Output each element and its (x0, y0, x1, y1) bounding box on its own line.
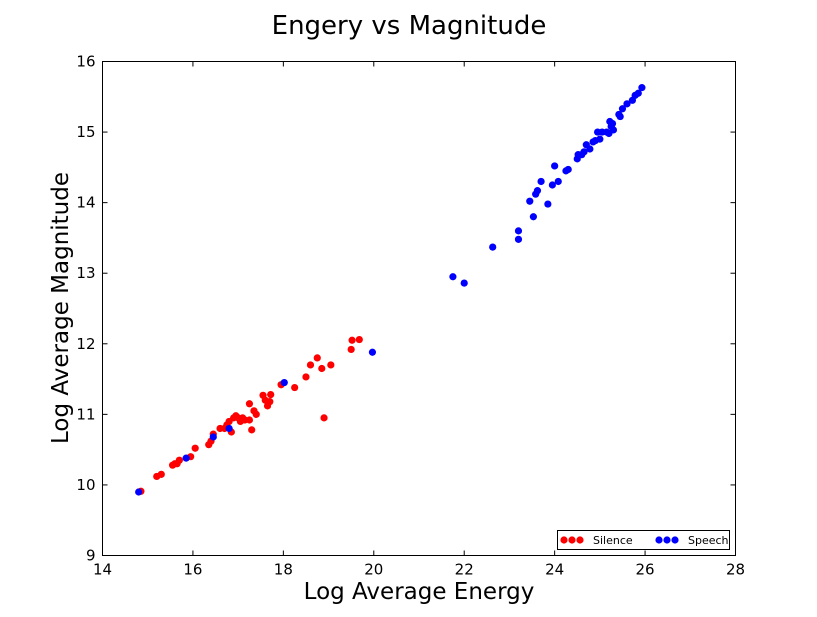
data-point-silence (302, 373, 310, 381)
data-point-silence (248, 426, 256, 434)
data-point-silence (191, 444, 199, 452)
y-tick-label: 14 (76, 194, 95, 212)
plot-area-frame (102, 61, 736, 556)
data-point-speech (280, 379, 288, 387)
data-point-speech (618, 105, 627, 113)
legend-item-silence: Silence (560, 534, 633, 547)
data-point-silence (355, 335, 363, 344)
axis-ticks-layer: 14 16 18 20 22 24 26 28 9 10 11 12 13 14 15 16 (76, 53, 745, 579)
data-point-silence (245, 416, 254, 424)
data-point-speech (514, 227, 523, 235)
data-point-silence (266, 398, 274, 406)
legend-marker (663, 536, 671, 544)
x-axis-title: Log Average Energy (304, 579, 535, 605)
y-tick-label: 15 (76, 123, 95, 141)
data-point-silence (252, 410, 260, 418)
x-tick-label: 20 (364, 561, 383, 579)
data-point-silence (157, 470, 165, 478)
y-tick-label: 13 (76, 264, 95, 282)
data-point-speech (537, 177, 545, 186)
data-point-speech (449, 273, 457, 281)
data-point-silence (348, 336, 356, 344)
data-point-speech (368, 348, 377, 356)
data-point-silence (306, 361, 315, 369)
data-point-speech (225, 424, 233, 433)
y-tick-label: 16 (76, 53, 95, 71)
x-tick-label: 16 (183, 561, 202, 579)
x-tick-label: 24 (545, 561, 564, 579)
data-point-silence (320, 414, 328, 422)
data-point-speech (609, 126, 618, 134)
data-point-speech (489, 243, 497, 251)
y-axis-title: Log Average Magnitude (48, 172, 74, 444)
data-point-silence (313, 354, 321, 362)
chart-title: Engery vs Magnitude (272, 11, 547, 41)
x-tick-label: 18 (274, 561, 293, 579)
data-point-speech (544, 200, 552, 208)
legend-marker (576, 536, 584, 544)
x-tick-label: 26 (636, 561, 655, 579)
data-points-layer (135, 84, 646, 496)
legend-marker (655, 536, 663, 544)
data-point-speech (564, 165, 572, 174)
data-point-speech (533, 187, 542, 195)
legend-label: Silence (593, 534, 633, 547)
data-point-speech (580, 148, 588, 156)
y-tick-label: 11 (76, 405, 95, 423)
legend-marker (568, 536, 576, 544)
data-point-speech (608, 120, 617, 128)
x-tick-label: 28 (726, 561, 745, 579)
data-point-speech (638, 84, 646, 92)
y-tick-label: 12 (76, 335, 95, 353)
data-point-speech (586, 145, 594, 153)
data-point-silence (347, 345, 355, 354)
data-point-speech (460, 279, 468, 287)
x-tick-label: 22 (455, 561, 474, 579)
data-point-speech (623, 100, 631, 108)
data-point-silence (291, 383, 299, 392)
data-point-silence (175, 456, 183, 464)
data-point-speech (634, 89, 642, 97)
data-point-speech (135, 488, 143, 496)
data-point-silence (318, 364, 326, 373)
y-tick-label: 10 (76, 476, 95, 494)
data-point-silence (327, 361, 335, 369)
data-point-speech (526, 197, 534, 205)
data-point-speech (209, 433, 217, 441)
data-point-speech (182, 454, 190, 462)
series-speech (135, 84, 646, 496)
data-point-speech (616, 112, 624, 121)
data-point-speech (554, 177, 562, 186)
series-silence (137, 335, 363, 495)
data-point-silence (267, 390, 275, 399)
data-point-speech (551, 162, 559, 170)
y-tick-label: 9 (86, 547, 96, 565)
legend: Silence Speech (557, 530, 730, 550)
data-point-speech (548, 181, 556, 189)
data-point-speech (596, 135, 604, 143)
legend-marker (671, 536, 679, 544)
data-point-silence (245, 400, 254, 408)
data-point-speech (514, 235, 523, 243)
legend-items: Silence Speech (560, 534, 729, 547)
data-point-speech (529, 213, 537, 221)
legend-marker (560, 536, 568, 544)
legend-label: Speech (688, 534, 729, 547)
legend-box (557, 530, 730, 550)
legend-item-speech: Speech (655, 534, 729, 547)
x-tick-label: 14 (93, 561, 112, 579)
